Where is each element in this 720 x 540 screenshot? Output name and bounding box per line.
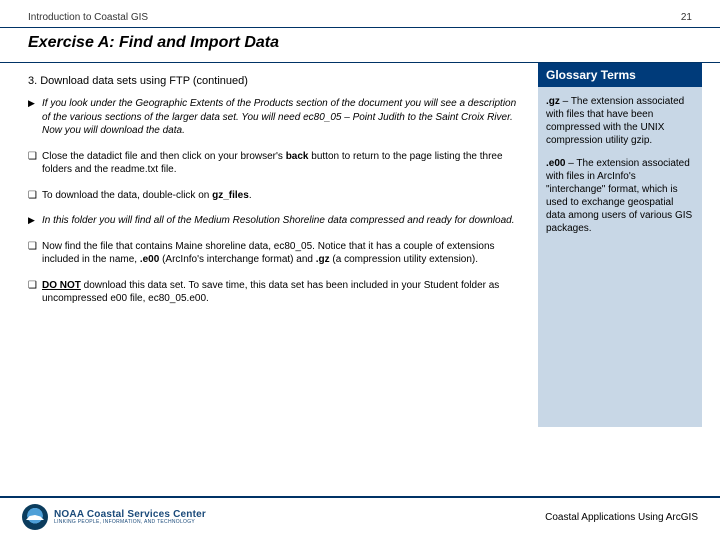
logo-sub-text: LINKING PEOPLE, INFORMATION, AND TECHNOL…: [54, 520, 206, 525]
instruction-item: ▶In this folder you will find all of the…: [28, 214, 526, 228]
glossary-term: .e00 – The extension associated with fil…: [546, 157, 694, 235]
arrow-bullet-icon: ▶: [28, 97, 42, 109]
instruction-text: Now find the file that contains Maine sh…: [42, 240, 526, 267]
instruction-item: ❑DO NOT download this data set. To save …: [28, 279, 526, 306]
logo-main-text: NOAA Coastal Services Center: [54, 510, 206, 520]
instruction-list: ▶If you look under the Geographic Extent…: [28, 97, 526, 306]
noaa-logo-icon: [22, 504, 48, 530]
page-footer: NOAA Coastal Services Center LINKING PEO…: [0, 496, 720, 540]
logo-text: NOAA Coastal Services Center LINKING PEO…: [54, 510, 206, 525]
instruction-item: ❑Close the datadict file and then click …: [28, 150, 526, 177]
checkbox-bullet-icon: ❑: [28, 279, 42, 293]
instruction-text: To download the data, double-click on gz…: [42, 189, 526, 203]
instruction-item: ▶If you look under the Geographic Extent…: [28, 97, 526, 138]
arrow-bullet-icon: ▶: [28, 214, 42, 226]
content-row: 3. Download data sets using FTP (continu…: [0, 63, 720, 427]
footer-right-text: Coastal Applications Using ArcGIS: [545, 512, 698, 523]
checkbox-bullet-icon: ❑: [28, 240, 42, 254]
exercise-title: Exercise A: Find and Import Data: [0, 28, 720, 63]
glossary-body: .gz – The extension associated with file…: [538, 87, 702, 427]
main-column: 3. Download data sets using FTP (continu…: [0, 63, 538, 427]
checkbox-bullet-icon: ❑: [28, 150, 42, 164]
checkbox-bullet-icon: ❑: [28, 189, 42, 203]
noaa-logo-block: NOAA Coastal Services Center LINKING PEO…: [22, 504, 206, 530]
page-number: 21: [681, 12, 692, 23]
glossary-header: Glossary Terms: [538, 63, 702, 87]
glossary-term: .gz – The extension associated with file…: [546, 95, 694, 147]
section-heading: 3. Download data sets using FTP (continu…: [28, 75, 526, 87]
header-left: Introduction to Coastal GIS: [28, 12, 148, 23]
instruction-text: If you look under the Geographic Extents…: [42, 97, 526, 138]
instruction-item: ❑Now find the file that contains Maine s…: [28, 240, 526, 267]
instruction-text: In this folder you will find all of the …: [42, 214, 526, 228]
page-header: Introduction to Coastal GIS 21: [0, 0, 720, 28]
instruction-text: DO NOT download this data set. To save t…: [42, 279, 526, 306]
instruction-text: Close the datadict file and then click o…: [42, 150, 526, 177]
instruction-item: ❑To download the data, double-click on g…: [28, 189, 526, 203]
glossary-sidebar: Glossary Terms .gz – The extension assoc…: [538, 63, 702, 427]
